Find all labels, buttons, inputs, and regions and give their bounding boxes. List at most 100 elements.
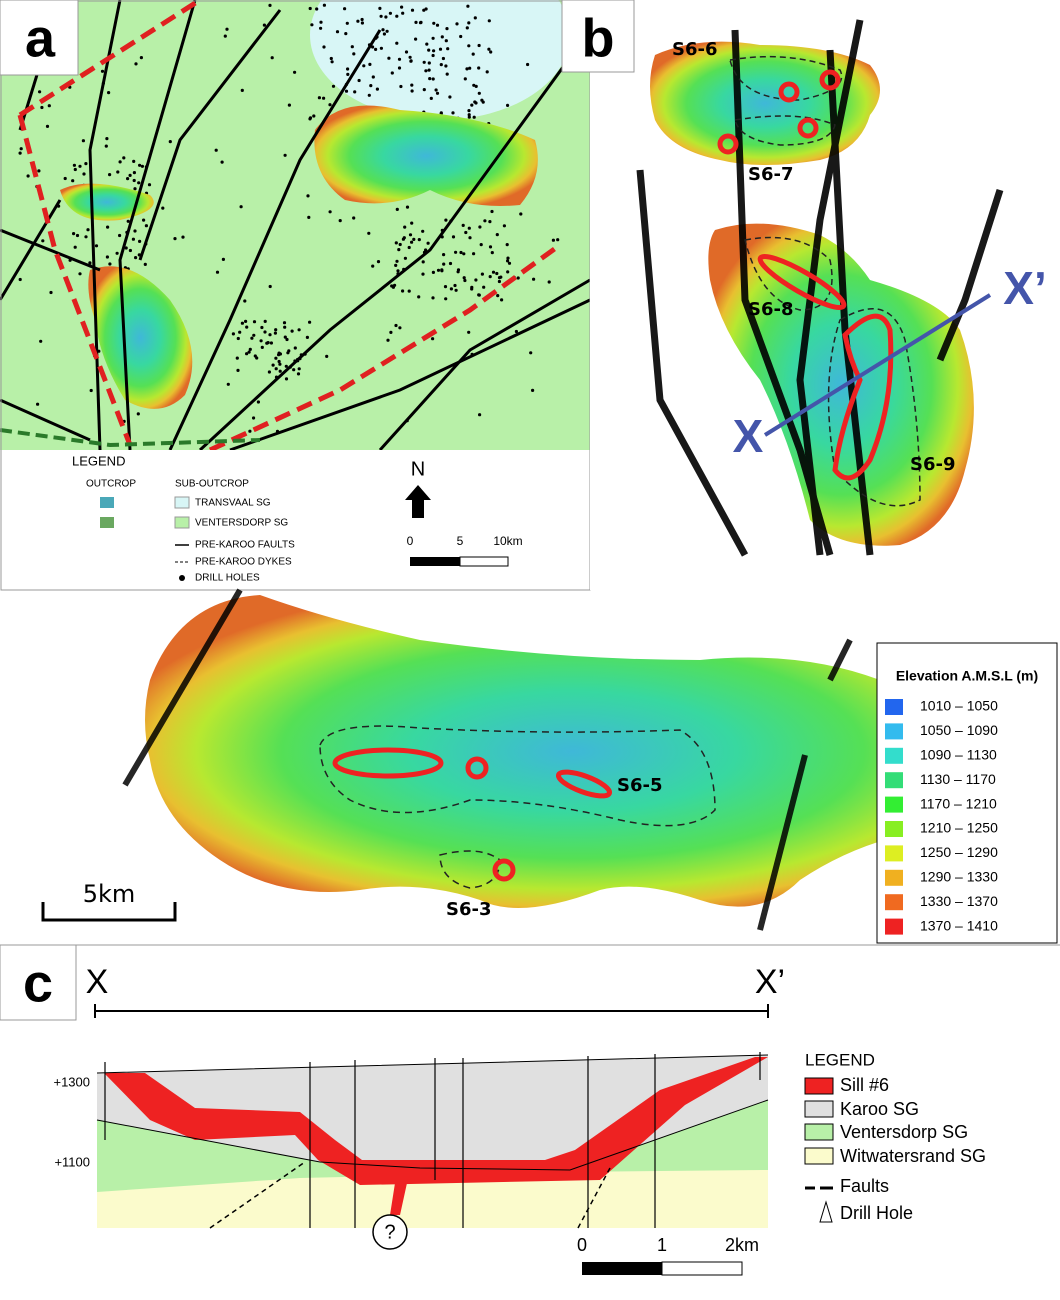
- drill-hole: [483, 219, 486, 222]
- drill-hole: [343, 7, 346, 10]
- drill-hole: [386, 30, 389, 33]
- drill-hole: [161, 207, 164, 210]
- drill-hole: [468, 116, 471, 119]
- drill-hole: [351, 45, 354, 48]
- drill-hole: [309, 7, 312, 10]
- drill-hole: [241, 89, 244, 92]
- sill-label: S6-5: [617, 775, 662, 796]
- drill-hole: [467, 109, 470, 112]
- drill-hole: [401, 289, 404, 292]
- drill-hole: [486, 70, 489, 73]
- legend-item: VENTERSDORP SG: [195, 518, 288, 529]
- drill-hole: [133, 179, 136, 182]
- legend-title: Elevation A.M.S.L (m): [896, 668, 1038, 684]
- legend-swatch: [885, 870, 903, 886]
- section-end-label: X’: [1003, 262, 1046, 314]
- sill-label: S6-9: [910, 454, 955, 475]
- drill-hole: [446, 47, 449, 50]
- drill-hole: [264, 320, 267, 323]
- drill-hole: [397, 248, 400, 251]
- drill-hole: [432, 37, 435, 40]
- drill-hole: [390, 284, 393, 287]
- drill-hole: [396, 208, 399, 211]
- drill-hole: [446, 73, 449, 76]
- legend-item: 1210 – 1250: [920, 820, 998, 836]
- drill-hole: [432, 77, 435, 80]
- sill-label: S6-6: [672, 39, 717, 60]
- sill-label: S6-8: [748, 299, 793, 320]
- drill-hole: [224, 35, 227, 38]
- drill-hole: [312, 114, 315, 117]
- sill-label: S6-7: [748, 164, 793, 185]
- drill-hole: [344, 32, 347, 35]
- drill-hole: [222, 258, 225, 261]
- drill-hole: [236, 369, 239, 372]
- scale-label: 5km: [83, 880, 136, 908]
- drill-hole: [462, 252, 465, 255]
- drill-hole: [450, 287, 453, 290]
- drill-hole: [352, 216, 355, 219]
- drill-hole: [346, 67, 349, 70]
- drill-hole: [20, 147, 23, 150]
- drill-hole: [395, 15, 398, 18]
- legend-swatch: [885, 821, 903, 837]
- drill-hole: [215, 149, 218, 152]
- drill-hole: [396, 269, 399, 272]
- legend-swatch: [885, 894, 903, 910]
- drill-hole: [500, 298, 503, 301]
- legend-item: Karoo SG: [840, 1099, 919, 1119]
- legend-item: 1170 – 1210: [920, 795, 997, 811]
- legend-swatch: [885, 699, 903, 715]
- drill-hole: [532, 278, 535, 281]
- drill-hole: [372, 75, 375, 78]
- drill-hole: [319, 27, 322, 30]
- drill-hole: [268, 333, 271, 336]
- drill-hole: [283, 321, 286, 324]
- drill-hole: [444, 297, 447, 300]
- sill-label: S6-3: [446, 899, 491, 920]
- drill-hole: [552, 239, 555, 242]
- legend-item: PRE-KAROO DYKES: [195, 557, 292, 568]
- legend-swatch: [885, 797, 903, 813]
- drill-hole: [431, 296, 434, 299]
- drill-hole: [468, 236, 471, 239]
- drill-hole: [400, 6, 403, 9]
- drill-hole: [403, 226, 406, 229]
- drill-hole: [118, 234, 121, 237]
- drill-hole: [488, 19, 491, 22]
- drill-hole: [240, 205, 243, 208]
- drill-hole: [137, 181, 140, 184]
- drill-hole: [404, 257, 407, 260]
- drill-hole: [470, 104, 473, 107]
- depth-label: +1100: [54, 1154, 90, 1169]
- drill-hole: [116, 170, 119, 173]
- drill-hole: [241, 322, 244, 325]
- legend-title: LEGEND: [805, 1050, 875, 1069]
- drill-hole: [279, 352, 282, 355]
- drill-hole: [272, 364, 275, 367]
- drill-hole: [488, 220, 491, 223]
- drill-hole: [319, 21, 322, 24]
- drill-hole: [435, 88, 438, 91]
- drill-hole: [410, 241, 413, 244]
- drill-hole: [285, 377, 288, 380]
- drill-hole: [244, 320, 247, 323]
- legend-swatch: [885, 723, 903, 739]
- drill-hole: [285, 338, 288, 341]
- drill-hole: [368, 63, 371, 66]
- drill-hole: [467, 44, 470, 47]
- drill-hole: [367, 232, 370, 235]
- drill-hole: [36, 403, 39, 406]
- drill-hole: [477, 293, 480, 296]
- drill-hole: [248, 430, 251, 433]
- drill-hole: [356, 20, 359, 23]
- drill-hole: [473, 116, 476, 119]
- drill-hole: [383, 32, 386, 35]
- panel-c: c X X’ ? +1300 +1100 LEGEND Sill #6 Karo…: [0, 945, 1060, 1275]
- drill-hole: [134, 256, 137, 259]
- drill-hole: [250, 337, 253, 340]
- legend-item: 1250 – 1290: [920, 844, 998, 860]
- legend-item: 1330 – 1370: [920, 893, 998, 909]
- section-end-label: X: [733, 410, 764, 462]
- drill-hole: [310, 23, 313, 26]
